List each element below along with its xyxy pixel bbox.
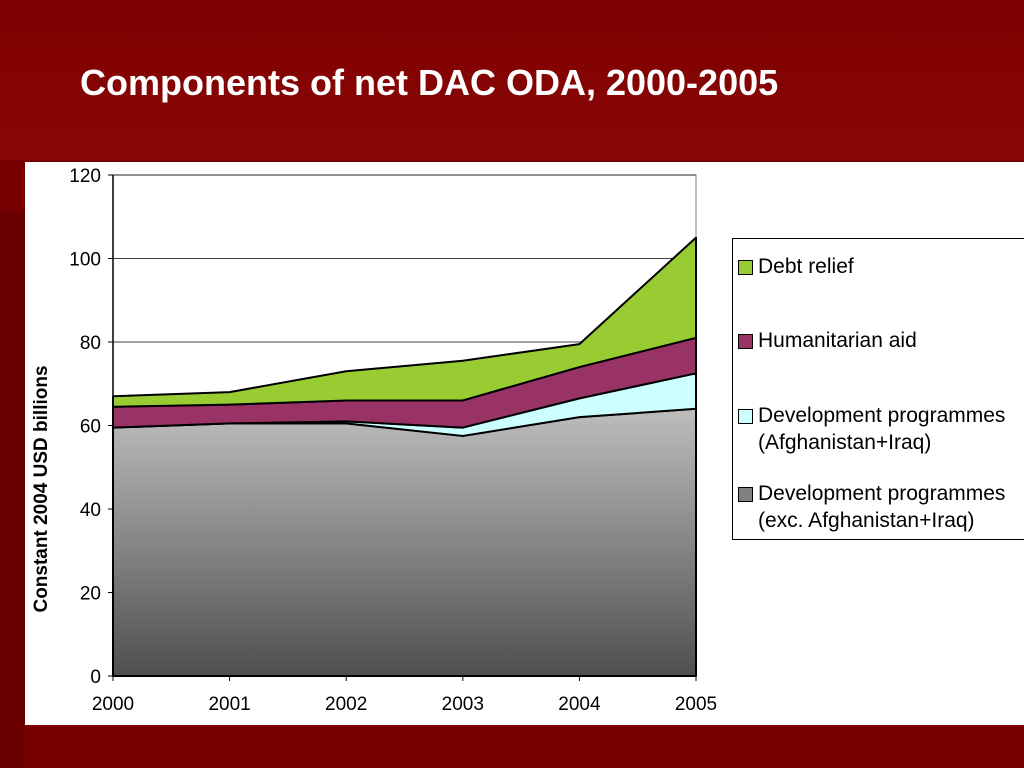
legend-swatch [738, 260, 753, 275]
chart-panel: 0 20 40 60 80 100 120 2000 2001 2002 2003 2004 2005 … [25, 162, 1024, 725]
y-tick-label: 80 [80, 333, 101, 354]
legend-swatch [738, 334, 753, 349]
y-axis-label: Constant 2004 USD billions [31, 365, 52, 612]
x-tick-label: 2005 [675, 694, 717, 715]
y-tick-label: 60 [80, 417, 101, 438]
title-band [0, 0, 1024, 160]
chart-legend: Debt relief Humanitarian aid Development… [732, 238, 1024, 540]
legend-label: Debt relief [758, 255, 854, 278]
tick-labels: 0 20 40 60 80 100 120 2000 2001 2002 2003 2004 2005 [69, 166, 717, 715]
legend-label: Development programmes (exc. Afghanistan… [758, 482, 1006, 532]
legend-label: Humanitarian aid [758, 329, 917, 352]
y-tick-label: 100 [69, 250, 101, 271]
left-strip [0, 210, 25, 768]
x-tick-label: 2004 [558, 694, 601, 715]
x-tick-label: 2003 [442, 694, 484, 715]
legend-swatch [738, 487, 753, 502]
y-tick-label: 20 [80, 584, 101, 605]
area-series-0 [112, 407, 697, 677]
area-series [112, 236, 697, 677]
slide-title: Components of net DAC ODA, 2000-2005 [80, 62, 779, 103]
y-tick-label: 40 [80, 500, 101, 521]
axes [108, 174, 697, 681]
legend-swatch [738, 409, 753, 424]
y-tick-label: 120 [69, 166, 101, 187]
y-tick-label: 0 [90, 667, 101, 688]
legend-label: Development programmes (Afghanistan+Iraq… [758, 404, 1006, 454]
x-tick-label: 2001 [208, 694, 250, 715]
area-series-3 [112, 236, 697, 408]
x-tick-label: 2000 [92, 694, 134, 715]
x-tick-label: 2002 [325, 694, 367, 715]
